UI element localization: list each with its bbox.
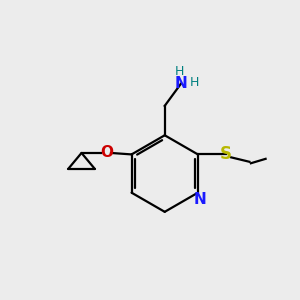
Text: S: S xyxy=(220,146,232,164)
Text: N: N xyxy=(194,192,207,207)
Text: N: N xyxy=(175,76,187,91)
Text: H: H xyxy=(175,65,184,78)
Text: O: O xyxy=(100,146,113,160)
Text: H: H xyxy=(190,76,199,89)
